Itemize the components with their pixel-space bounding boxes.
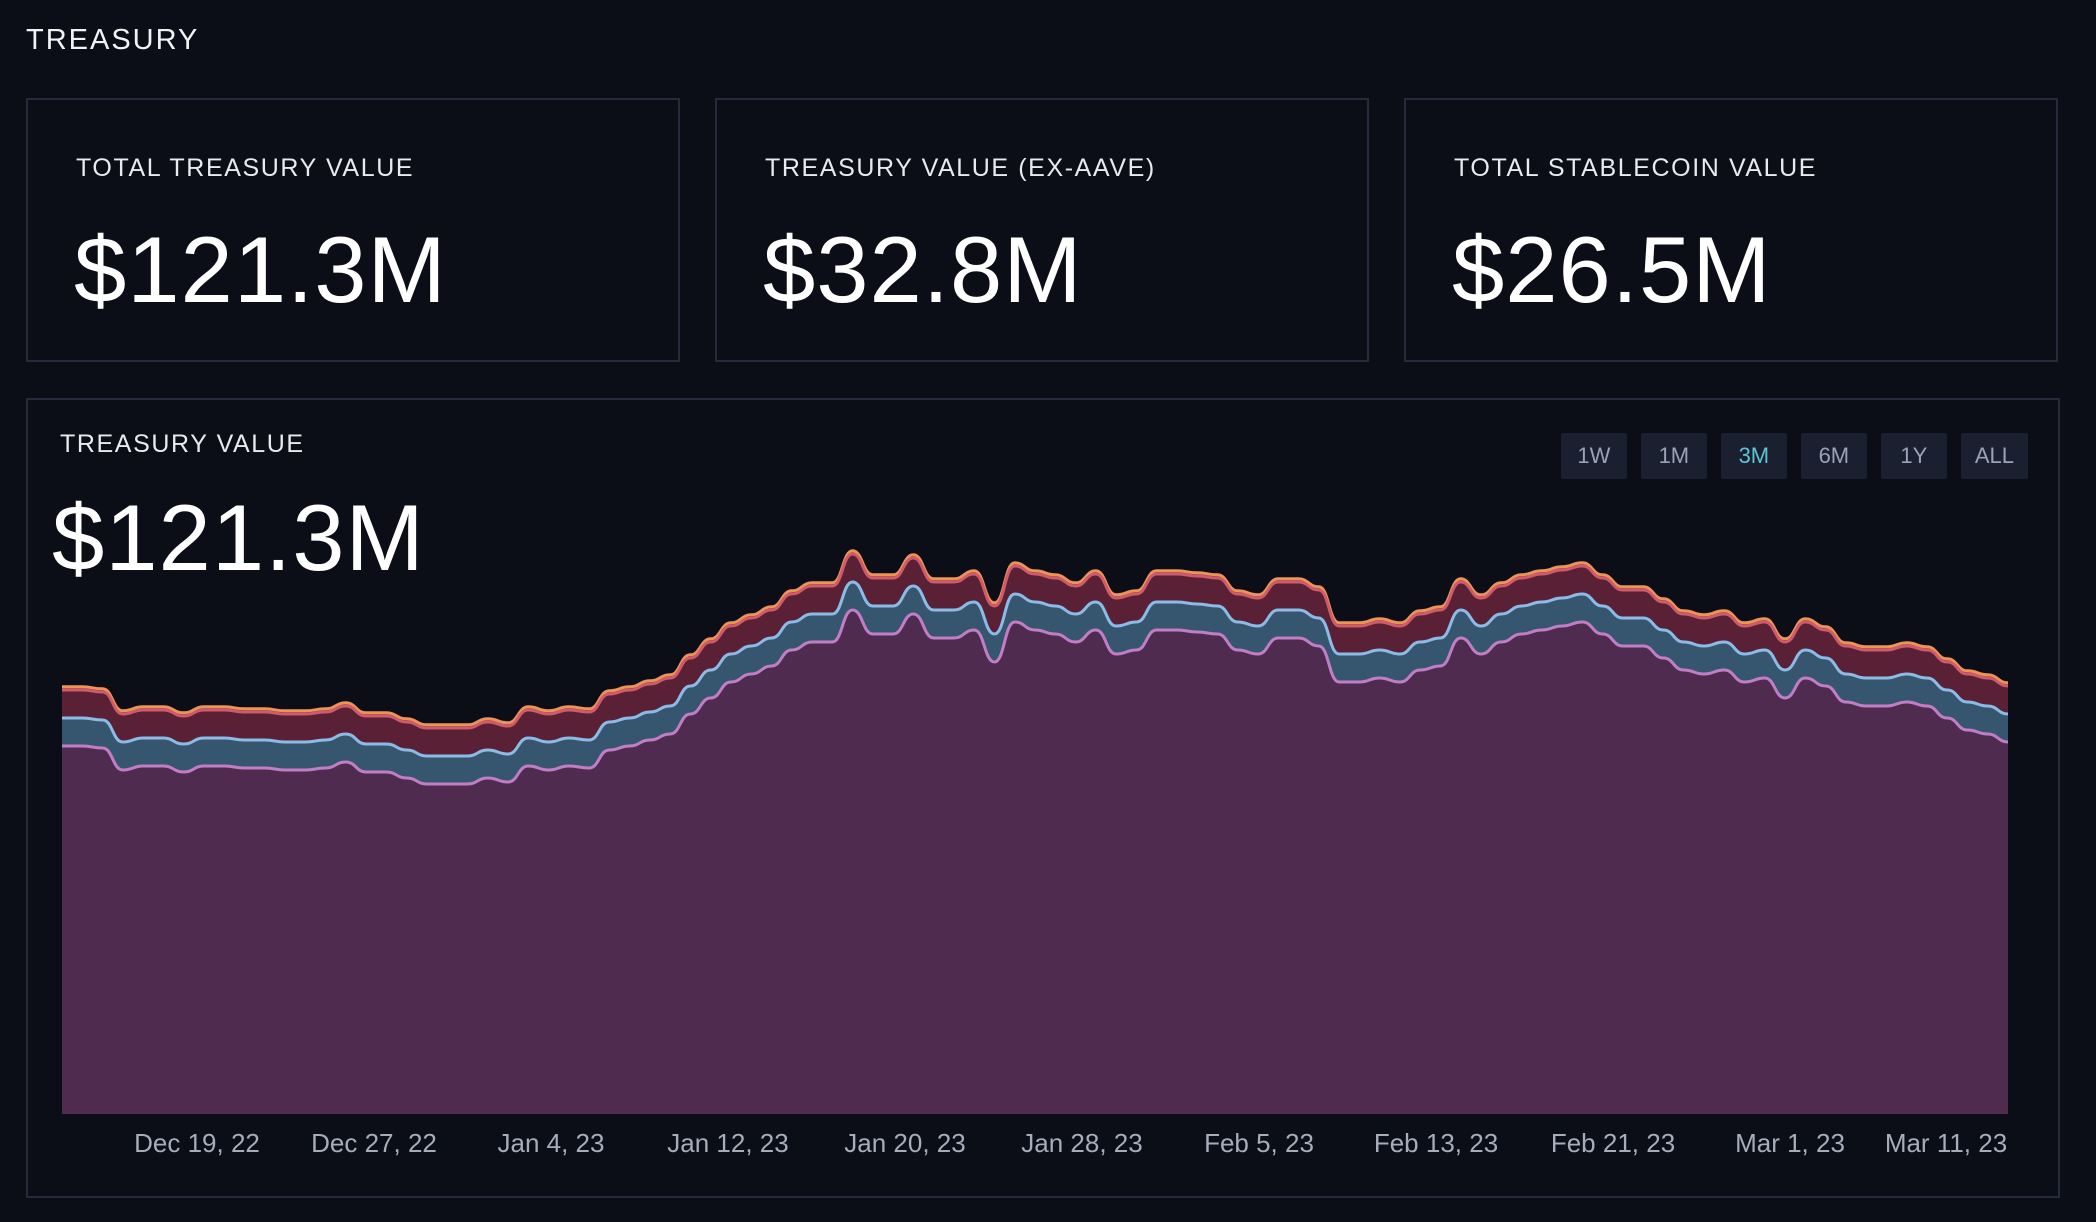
series-line-1: [62, 608, 2009, 786]
stablecoin-card: TOTAL STABLECOIN VALUE $26.5M: [1404, 98, 2058, 362]
series-line-4: [62, 549, 2009, 727]
x-tick-label: Jan 28, 23: [1021, 1128, 1142, 1158]
range-button-3m[interactable]: 3M: [1720, 433, 1787, 479]
treasury-chart-panel: Dec 19, 22 Dec 27, 22 Jan 4, 23 Jan 12, 23 J…: [26, 398, 2060, 1198]
x-tick-label: Jan 20, 23: [844, 1128, 965, 1158]
x-tick-label: Jan 4, 23: [498, 1128, 605, 1158]
range-selector: 1W 1M 3M 6M 1Y ALL: [1560, 433, 2028, 479]
range-button-1m[interactable]: 1M: [1640, 433, 1707, 479]
card-value: $32.8M: [763, 217, 1083, 322]
x-tick-label: Dec 19, 22: [134, 1128, 260, 1158]
x-tick-label: Dec 27, 22: [311, 1128, 437, 1158]
total-treasury-card: TOTAL TREASURY VALUE $121.3M: [26, 98, 680, 362]
x-tick-label: Feb 21, 23: [1551, 1128, 1675, 1158]
chart-value: $121.3M: [52, 485, 425, 590]
series-line-2: [62, 580, 2009, 758]
x-tick-label: Mar 1, 23: [1735, 1128, 1845, 1158]
range-button-1y[interactable]: 1Y: [1880, 433, 1947, 479]
page-title: TREASURY: [26, 24, 200, 56]
x-tick-label: Feb 13, 23: [1374, 1128, 1498, 1158]
treasury-ex-aave-card: TREASURY VALUE (EX-AAVE) $32.8M: [715, 98, 1369, 362]
card-label: TREASURY VALUE (EX-AAVE): [765, 154, 1156, 182]
series-area-1: [62, 610, 2008, 1114]
x-tick-label: Mar 11, 23: [1885, 1128, 2007, 1158]
card-label: TOTAL TREASURY VALUE: [76, 154, 415, 182]
series-line-3: [62, 552, 2009, 730]
chart-label: TREASURY VALUE: [60, 430, 305, 458]
range-button-6m[interactable]: 6M: [1800, 433, 1867, 479]
range-button-all[interactable]: ALL: [1960, 433, 2028, 479]
treasury-area-chart: Dec 19, 22 Dec 27, 22 Jan 4, 23 Jan 12, 23 J…: [62, 549, 2009, 1158]
x-tick-label: Jan 12, 23: [667, 1128, 788, 1158]
card-value: $26.5M: [1452, 217, 1772, 322]
card-label: TOTAL STABLECOIN VALUE: [1454, 154, 1818, 182]
card-value: $121.3M: [74, 217, 447, 322]
x-tick-label: Feb 5, 23: [1204, 1128, 1314, 1158]
range-button-1w[interactable]: 1W: [1560, 433, 1627, 479]
